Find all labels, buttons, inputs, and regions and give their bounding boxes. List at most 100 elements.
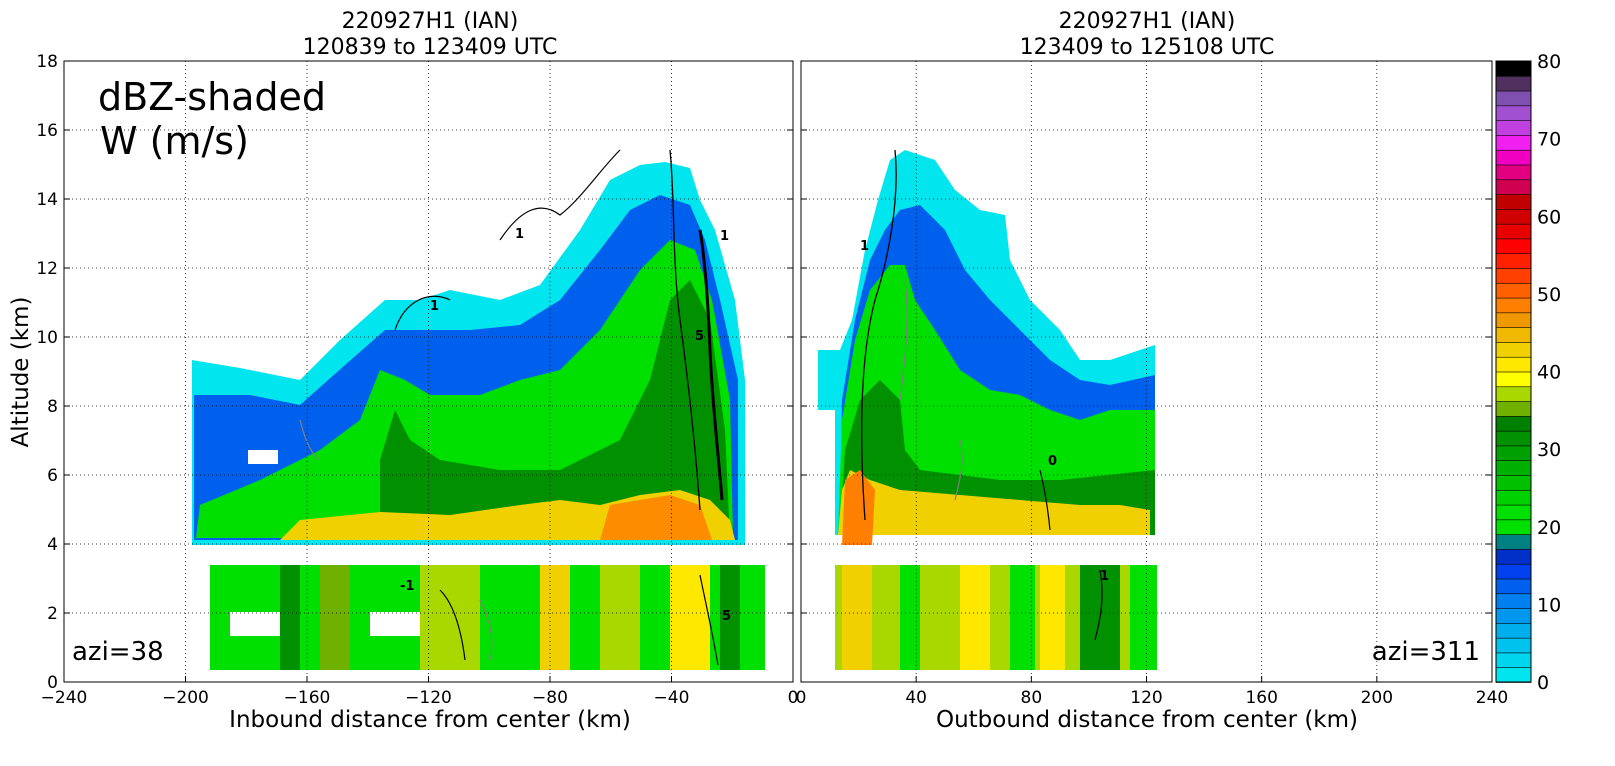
colorbar-swatch <box>1495 326 1532 343</box>
y-tick-label: 12 <box>36 259 58 279</box>
right-plot-area: 1 0 1 <box>818 149 1157 670</box>
colorbar-swatch <box>1495 105 1532 121</box>
colorbar-swatch <box>1495 504 1532 521</box>
right-x-tick-label: 0 <box>796 688 807 708</box>
colorbar-swatch <box>1495 400 1532 417</box>
colorbar-swatch <box>1495 533 1532 550</box>
colorbar-swatch <box>1495 666 1532 683</box>
left-y-ticks: 0 2 4 6 8 10 12 14 16 18 <box>36 52 793 693</box>
colorbar-swatch <box>1495 519 1532 535</box>
left-contour-label-5: -1 <box>400 579 414 594</box>
y-tick-label: 2 <box>47 604 58 624</box>
left-lower-band-5 <box>600 565 640 670</box>
colorbar <box>1495 60 1532 683</box>
colorbar-swatch <box>1495 134 1532 151</box>
colorbar-swatch <box>1495 385 1532 402</box>
left-lower-band-2 <box>320 565 350 670</box>
colorbar-tick-label: 50 <box>1537 284 1561 306</box>
left-echo-hole <box>248 450 278 464</box>
colorbar-swatch <box>1495 149 1532 166</box>
colorbar-tick-label: 60 <box>1537 206 1561 228</box>
left-azimuth-label: azi=38 <box>72 637 164 667</box>
left-w-contour-2 <box>698 229 724 501</box>
left-x-ticks: −240 −200 −160 −120 −80 −40 0 <box>41 676 799 708</box>
y-tick-label: 14 <box>36 190 58 210</box>
left-contour-label-4: 1 <box>430 299 439 314</box>
colorbar-swatch <box>1495 652 1532 669</box>
left-grid <box>64 61 793 682</box>
colorbar-ticks: 0 10 20 30 40 50 60 70 80 <box>1537 51 1561 694</box>
right-panel: 220927H1 (IAN) 123409 to 125108 UTC 1 0 … <box>796 9 1509 733</box>
colorbar-swatch <box>1495 489 1532 506</box>
left-contour-label-3: 1 <box>515 227 524 242</box>
colorbar-swatch <box>1495 578 1532 595</box>
colorbar-swatch <box>1495 459 1532 476</box>
colorbar-swatch <box>1495 445 1532 462</box>
left-x-tick-label: −120 <box>405 688 452 708</box>
colorbar-tick-label: 70 <box>1537 129 1561 151</box>
right-echo-orange <box>842 470 875 545</box>
colorbar-swatch <box>1495 60 1532 77</box>
right-x-tick-label: 40 <box>905 688 927 708</box>
left-contour-label-1: 1 <box>720 229 729 244</box>
right-lower-band-3 <box>960 565 990 670</box>
left-x-tick-label: −80 <box>532 688 568 708</box>
left-lower-gap <box>230 612 280 636</box>
y-tick-label: 18 <box>36 52 58 72</box>
right-x-tick-label: 240 <box>1476 688 1508 708</box>
right-x-tick-label: 120 <box>1130 688 1162 708</box>
colorbar-swatch <box>1495 193 1532 210</box>
colorbar-swatch <box>1495 430 1532 447</box>
left-title-line1: 220927H1 (IAN) <box>342 9 519 34</box>
right-lower-band-7 <box>1130 565 1157 670</box>
right-lower-band-2 <box>900 565 920 670</box>
right-x-ticks: 0 40 80 120 160 200 240 <box>796 676 1508 708</box>
right-echo-brightband <box>838 470 1150 535</box>
colorbar-tick-label: 80 <box>1537 51 1561 73</box>
left-lower-band-7 <box>720 565 740 670</box>
colorbar-swatch <box>1495 252 1532 269</box>
right-x-tick-label: 160 <box>1245 688 1277 708</box>
left-x-tick-label: −200 <box>162 688 209 708</box>
left-echo-orange <box>600 495 712 540</box>
left-contour-label-6: 5 <box>722 609 731 624</box>
colorbar-swatch <box>1495 341 1532 358</box>
colorbar-swatch <box>1495 119 1532 136</box>
left-w-contour-4 <box>394 295 451 331</box>
colorbar-tick-label: 0 <box>1537 672 1549 694</box>
colorbar-swatch <box>1495 622 1532 639</box>
left-title-line2: 120839 to 123409 UTC <box>303 35 558 60</box>
left-plot-area: 1 5 1 1 -1 5 <box>192 149 765 670</box>
colorbar-swatch <box>1495 208 1532 225</box>
colorbar-swatch <box>1495 282 1532 299</box>
y-tick-label: 16 <box>36 121 58 141</box>
left-lower-band-4 <box>540 565 570 670</box>
colorbar-tick-label: 30 <box>1537 439 1561 461</box>
colorbar-swatch <box>1495 592 1532 609</box>
colorbar-tick-label: 40 <box>1537 362 1561 384</box>
left-w-contour-6 <box>699 574 719 666</box>
colorbar-swatch <box>1495 75 1532 92</box>
right-w-contour-1 <box>860 149 897 521</box>
right-azimuth-label: azi=311 <box>1372 637 1480 667</box>
right-x-tick-label: 200 <box>1361 688 1393 708</box>
left-lower-band-3 <box>420 565 480 670</box>
colorbar-swatch <box>1495 297 1532 314</box>
colorbar-swatch <box>1495 238 1532 255</box>
right-lower-band-5 <box>1040 565 1065 670</box>
left-w-contour-5 <box>439 589 466 661</box>
right-lower-band-4 <box>1010 565 1035 670</box>
colorbar-swatch <box>1495 474 1532 491</box>
y-tick-label: 10 <box>36 328 58 348</box>
colorbar-tick-label: 10 <box>1537 594 1561 616</box>
left-lower-band-1 <box>280 565 300 670</box>
colorbar-swatch <box>1495 312 1532 328</box>
colorbar-swatch <box>1495 267 1532 284</box>
right-x-tick-label: 80 <box>1021 688 1043 708</box>
left-x-tick-label: 0 <box>788 688 799 708</box>
right-title-line1: 220927H1 (IAN) <box>1059 9 1236 34</box>
colorbar-swatch <box>1495 415 1532 432</box>
left-legend-line2: W (m/s) <box>100 119 249 163</box>
left-legend-line1: dBZ-shaded <box>98 75 326 119</box>
